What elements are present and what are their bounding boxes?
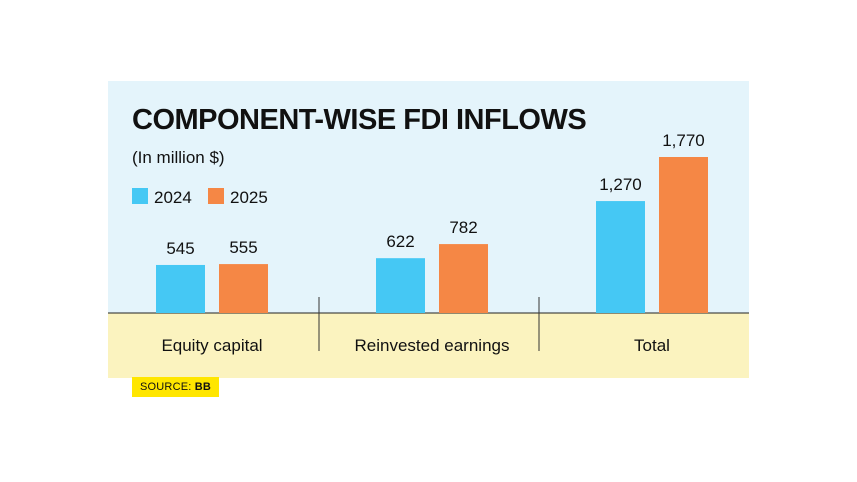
legend: 2024 2025 <box>132 188 268 207</box>
bar-2024-3 <box>596 201 645 313</box>
category-label-2: Reinvested earnings <box>355 336 510 355</box>
value-label-2025-2: 782 <box>449 218 477 237</box>
category-labels-group: Equity capital Reinvested earnings Total <box>161 336 670 355</box>
bar-chart: COMPONENT-WISE FDI INFLOWS (In million $… <box>108 81 749 378</box>
chart-subtitle: (In million $) <box>132 148 225 167</box>
legend-label-2024: 2024 <box>154 188 192 207</box>
chart-card: COMPONENT-WISE FDI INFLOWS (In million $… <box>108 81 749 378</box>
bar-2024-2 <box>376 258 425 313</box>
chart-title: COMPONENT-WISE FDI INFLOWS <box>132 104 586 136</box>
legend-label-2025: 2025 <box>230 188 268 207</box>
value-label-2024-3: 1,270 <box>599 175 642 194</box>
value-labels-group: 545 555 622 782 1,270 1,770 <box>166 131 704 258</box>
legend-swatch-2024 <box>132 188 148 204</box>
value-label-2025-3: 1,770 <box>662 131 705 150</box>
value-label-2024-2: 622 <box>386 232 414 251</box>
category-band <box>108 313 749 378</box>
source-name: BB <box>194 381 212 393</box>
bars-group <box>156 157 708 313</box>
source-badge: SOURCE: BB <box>132 377 220 397</box>
legend-swatch-2025 <box>208 188 224 204</box>
category-label-1: Equity capital <box>161 336 262 355</box>
bar-2025-2 <box>439 244 488 313</box>
source-prefix: SOURCE: <box>140 381 195 393</box>
bar-2025-3 <box>659 157 708 313</box>
value-label-2024-1: 545 <box>166 239 194 258</box>
category-label-3: Total <box>634 336 670 355</box>
bar-2024-1 <box>156 264 205 313</box>
bar-2025-1 <box>219 264 268 313</box>
value-label-2025-1: 555 <box>229 238 257 257</box>
